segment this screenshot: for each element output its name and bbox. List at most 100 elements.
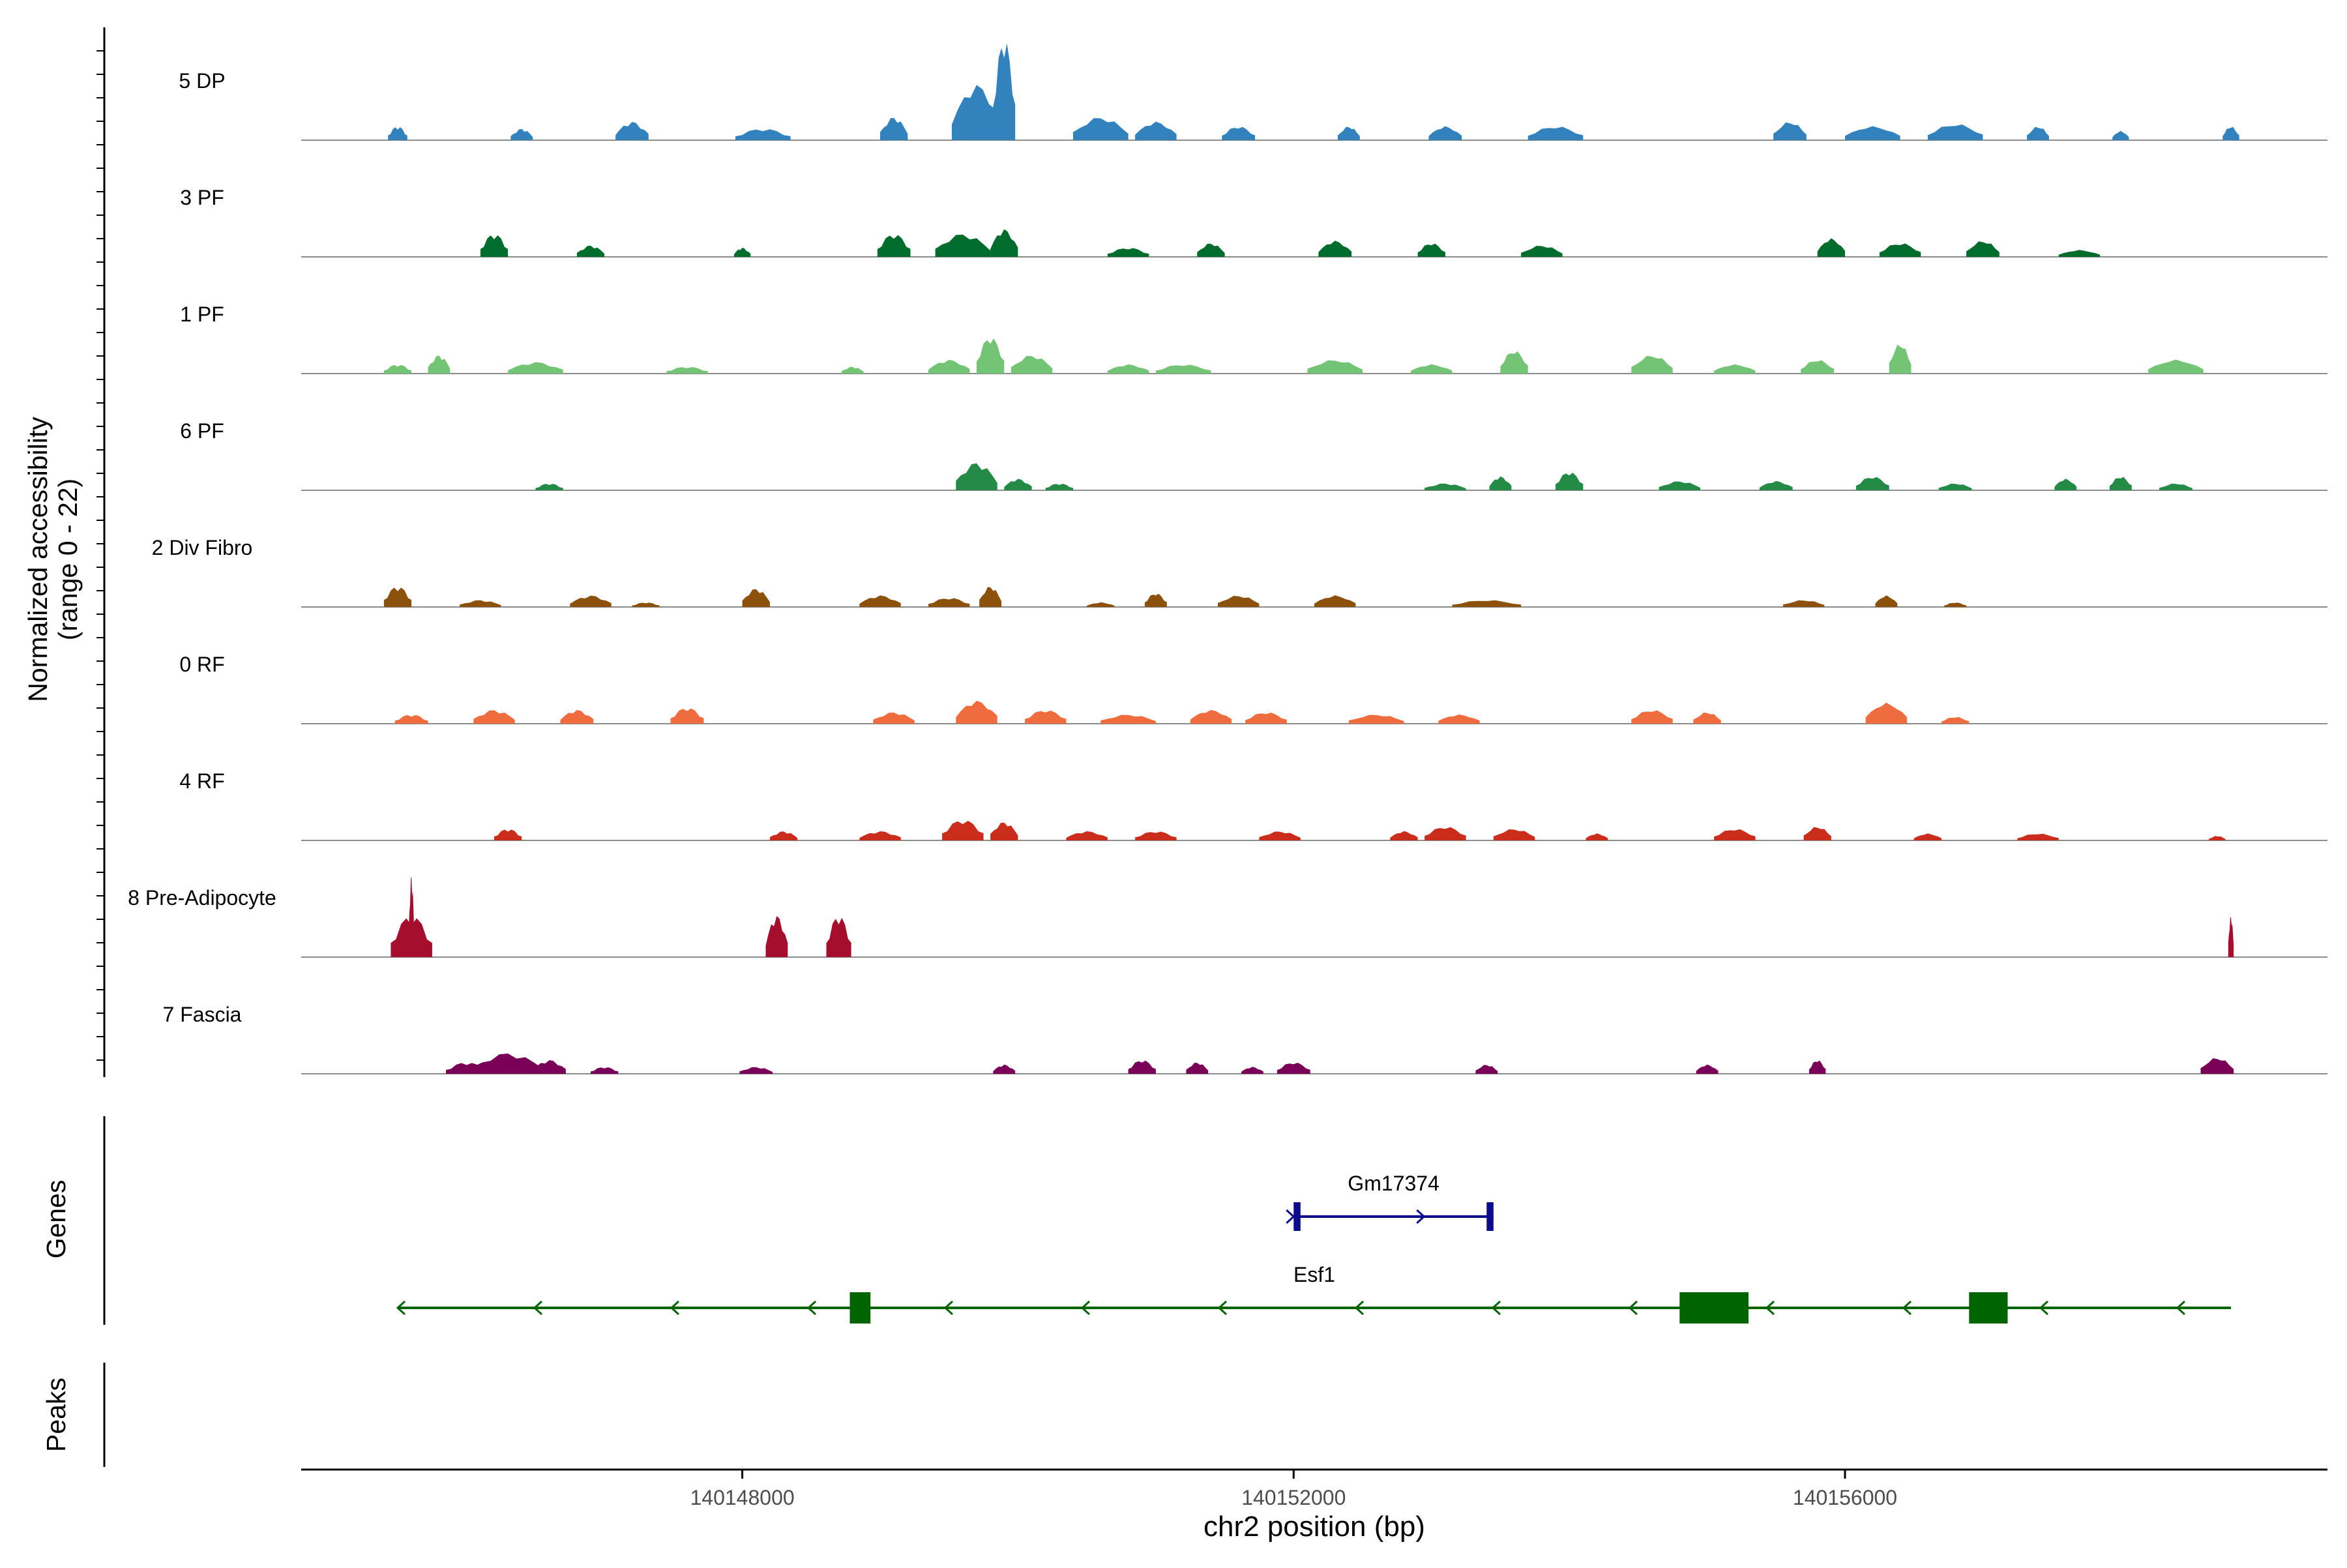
gene-exon	[849, 1292, 871, 1324]
x-axis-label: chr2 position (bp)	[1203, 1511, 1425, 1543]
coverage-peak	[1693, 712, 1721, 724]
strand-arrow	[2039, 1300, 2049, 1316]
coverage-peak	[1556, 473, 1584, 490]
coverage-peak	[1155, 364, 1211, 374]
track-3-pf: 3 PF	[180, 186, 2327, 258]
peaks-panel-label: Peaks	[41, 1378, 71, 1452]
coverage-peak	[1066, 831, 1108, 840]
track-label: 2 Div Fibro	[152, 536, 253, 559]
coverage-peak	[2054, 479, 2077, 490]
coverage-peak	[383, 587, 412, 607]
y-axis	[96, 27, 106, 1467]
gene-exon	[1486, 1202, 1494, 1231]
coverage-peak	[383, 364, 412, 374]
coverage-peak	[1424, 483, 1466, 490]
coverage-peak	[1941, 717, 1970, 724]
coverage-peak	[508, 362, 563, 374]
coverage-peak	[428, 355, 450, 374]
strand-arrow	[1902, 1300, 1912, 1316]
track-5-dp: 5 DP	[179, 43, 2327, 141]
coverage-peak	[1222, 126, 1256, 140]
coverage-peak	[2027, 126, 2049, 140]
strand-arrow	[943, 1300, 954, 1316]
track-label: 4 RF	[179, 769, 224, 793]
coverage-peak	[935, 234, 991, 257]
genes-panel: Gm17374 Esf1	[396, 1172, 2231, 1324]
coverage-peak	[1087, 602, 1115, 607]
coverage-peak	[993, 1064, 1016, 1074]
coverage-peak	[535, 484, 563, 490]
y-axis-label-line1: Normalized accessibility	[23, 417, 53, 702]
coverage-peak	[591, 1067, 619, 1074]
coverage-peak	[1135, 831, 1177, 840]
coverage-peak	[533, 1060, 566, 1074]
gene-gm17374: Gm17374	[1286, 1172, 1494, 1231]
coverage-peak	[880, 117, 908, 140]
y-axis-label-line2: (range 0 - 22)	[53, 479, 83, 640]
track-2-div-fibro: 2 Div Fibro	[152, 536, 2327, 608]
coverage-peak	[1100, 715, 1156, 724]
coverage-peak	[859, 831, 901, 840]
coverage-peak	[1889, 344, 1912, 374]
coverage-peak	[1197, 243, 1225, 257]
coverage-peak	[473, 1053, 542, 1074]
coverage-peak	[1489, 476, 1512, 490]
strand-arrow	[1491, 1300, 1501, 1316]
x-tick-label: 140156000	[1793, 1486, 1897, 1509]
coverage-peak	[2209, 836, 2226, 840]
coverage-peak	[826, 917, 851, 957]
coverage-peak	[473, 710, 515, 724]
coverage-peak	[560, 710, 594, 724]
coverage-peak	[993, 43, 1016, 140]
coverage-peak	[1782, 600, 1825, 607]
coverage-peak	[1714, 364, 1756, 374]
coverage-peak	[1107, 364, 1149, 374]
strand-arrow	[670, 1300, 680, 1316]
coverage-peak	[576, 245, 605, 257]
strand-arrow	[1416, 1209, 1426, 1224]
coverage-peak	[979, 587, 1002, 607]
gene-exon	[1969, 1292, 2008, 1324]
coverage-peak	[2109, 477, 2132, 490]
coverage-peak	[1045, 484, 1073, 490]
track-label: 8 Pre-Adipocyte	[128, 886, 276, 910]
coverage-peak	[877, 235, 911, 257]
coverage-peak	[739, 1067, 773, 1074]
coverage-peak	[1586, 833, 1608, 840]
track-label: 1 PF	[180, 303, 224, 326]
coverage-peak	[1011, 355, 1053, 374]
coverage-peak	[1817, 238, 1845, 257]
coverage-peak	[394, 715, 428, 724]
coverage-peak	[1417, 243, 1445, 257]
x-tick-label: 140152000	[1241, 1486, 1346, 1509]
coverage-peak	[2058, 250, 2101, 257]
strand-arrow	[1765, 1300, 1775, 1316]
coverage-peak	[928, 598, 970, 607]
coverage-peak	[1424, 827, 1466, 840]
coverage-peak	[951, 85, 1002, 140]
coverage-peak	[990, 822, 1018, 840]
coverage-peak	[1025, 710, 1067, 724]
coverage-peak	[1855, 477, 1889, 490]
coverage-peak	[977, 338, 1005, 374]
coverage-peak	[1348, 715, 1404, 724]
strand-arrow	[1286, 1209, 1295, 1224]
coverage-peak	[460, 600, 501, 607]
gene-exon	[1679, 1292, 1749, 1324]
coverage-peak	[510, 128, 533, 140]
coverage-peak	[1938, 483, 1972, 490]
coverage-peak	[1845, 126, 1900, 140]
coverage-peak	[1865, 702, 1908, 724]
gene-label: Gm17374	[1348, 1172, 1439, 1195]
coverage-peak	[1411, 364, 1453, 374]
coverage-peak	[1190, 709, 1232, 724]
coverage-peak	[990, 229, 1018, 257]
strand-arrow	[2176, 1300, 2186, 1316]
coverage-peak	[1314, 595, 1356, 607]
coverage-peak	[670, 708, 704, 724]
coverage-peak	[1135, 121, 1177, 140]
coverage-peak	[1073, 118, 1129, 140]
coverage-peak	[2200, 1058, 2234, 1074]
track-label: 5 DP	[179, 69, 225, 93]
coverage-peak	[859, 595, 901, 607]
